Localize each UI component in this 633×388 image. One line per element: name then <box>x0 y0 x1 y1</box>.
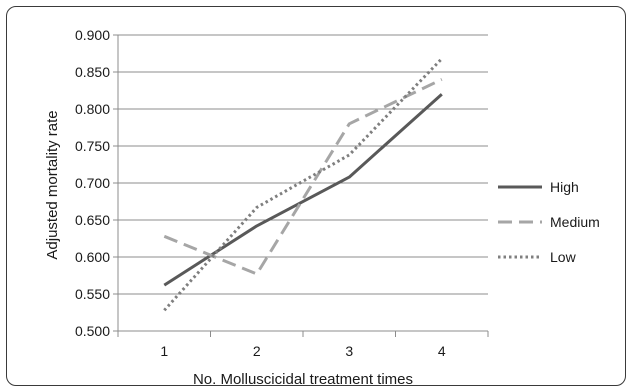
y-tick-label: 0.750 <box>75 138 110 154</box>
x-axis-label: No. Molluscicidal treatment times <box>193 371 413 388</box>
gridlines <box>118 34 488 295</box>
y-tick-label: 0.650 <box>75 212 110 228</box>
y-tick-label: 0.700 <box>75 175 110 191</box>
series-line-low <box>163 57 443 312</box>
legend: High Medium Low <box>498 179 600 265</box>
axes <box>113 34 489 337</box>
y-tick-label: 0.550 <box>75 286 110 302</box>
y-tick-label: 0.500 <box>75 323 110 339</box>
legend-label-low: Low <box>550 249 577 265</box>
y-tick-label: 0.800 <box>75 101 110 117</box>
x-tick-label: 2 <box>253 343 261 359</box>
y-tick-label: 0.850 <box>75 64 110 80</box>
series-line-medium <box>163 78 443 276</box>
y-tick-label: 0.900 <box>75 27 110 43</box>
y-tick-label: 0.600 <box>75 249 110 265</box>
x-tick-label: 4 <box>438 343 446 359</box>
series-line-high <box>163 93 443 287</box>
series-lines <box>163 57 443 312</box>
legend-label-high: High <box>550 179 579 195</box>
x-tick-labels: 1 2 3 4 <box>160 343 446 359</box>
x-tick-label: 1 <box>160 343 168 359</box>
y-tick-labels: 0.500 0.550 0.600 0.650 0.700 0.750 0.800 0.850… <box>75 27 110 339</box>
y-axis-label: Adjusted mortality rate <box>44 110 61 259</box>
x-tick-label: 3 <box>345 343 353 359</box>
legend-label-medium: Medium <box>550 214 600 230</box>
